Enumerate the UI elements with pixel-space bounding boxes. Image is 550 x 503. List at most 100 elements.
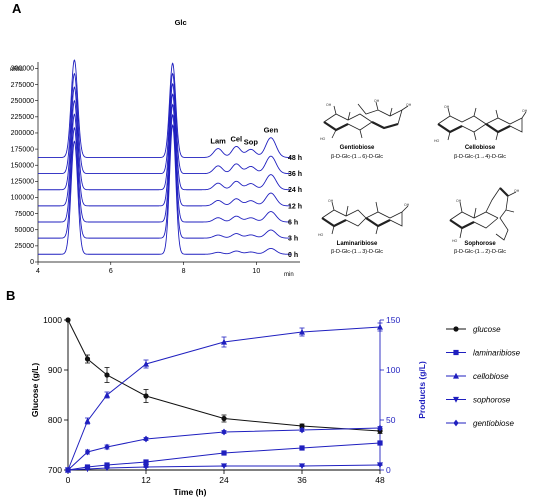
- time-course-panel: 700 800 900 1000 0 50 100 150 0 12 24 36 48 glucose l…: [30, 315, 521, 497]
- legend-marker: [453, 372, 459, 379]
- y-tick-label: 700: [48, 465, 62, 475]
- chromatogram-x-unit: min: [284, 272, 294, 278]
- data-point: [143, 464, 149, 471]
- legend-marker: [453, 349, 459, 356]
- chromatogram-y-tick-label: 175000: [11, 146, 34, 153]
- chromatogram-y-tick-label: 200000: [11, 130, 34, 137]
- y-tick-label: 900: [48, 365, 62, 375]
- chromatogram-panel: 0 25000 50000 75000 100000 125000 150000 175000…: [10, 18, 302, 278]
- data-point: [221, 338, 227, 345]
- series-line: [67, 326, 381, 471]
- cellobiose-label: Cellobiose: [465, 145, 496, 151]
- data-point: [104, 372, 110, 378]
- chromatogram-time-label: 6 h: [288, 220, 298, 227]
- chromatogram-y-axis: 0 25000 50000 75000 100000 125000 150000 175000…: [11, 62, 39, 266]
- laminaribiose-linkage: β-D-Glc-(1→3)-D-Glc: [331, 249, 383, 255]
- data-point: [65, 466, 71, 474]
- chromatogram-time-label: 12 h: [288, 203, 302, 210]
- laminaribiose-structure: OH HO OH: [318, 199, 410, 237]
- data-point: [104, 443, 110, 451]
- data-point: [104, 391, 110, 398]
- data-point: [143, 360, 149, 367]
- data-point: [65, 317, 71, 323]
- data-point: [84, 417, 91, 424]
- panel-letter-b: B: [6, 288, 15, 303]
- data-point: [221, 463, 227, 470]
- x-tick-label: 12: [141, 475, 151, 485]
- svg-text:OH: OH: [326, 103, 332, 107]
- data-point: [84, 466, 91, 473]
- data-point: [143, 459, 149, 465]
- data-point: [84, 448, 91, 456]
- cellobiose-structure: OH HO OH: [434, 105, 528, 143]
- svg-text:OH: OH: [374, 99, 380, 103]
- data-point: [299, 463, 305, 470]
- chromatogram-time-label: 24 h: [288, 187, 302, 194]
- y-tick-label: 1000: [43, 315, 62, 325]
- chromatogram-y-tick-label: 150000: [11, 162, 34, 169]
- chromatogram-y-tick-label: 25000: [15, 243, 35, 250]
- chromatogram-time-label: 48 h: [288, 155, 302, 162]
- time-course-series: [65, 317, 383, 474]
- sophorose-label: Sophorose: [464, 241, 496, 247]
- chromatogram-y-tick-label: 100000: [11, 195, 34, 202]
- legend-label: cellobiose: [473, 372, 509, 381]
- time-course-axes: 700 800 900 1000 0 50 100 150 0 12 24 36 48: [43, 315, 400, 485]
- chromatogram-x-tick-label: 8: [182, 268, 186, 275]
- chromatogram-peak-label: Lam: [210, 137, 226, 146]
- x-tick-label: 24: [219, 475, 229, 485]
- chromatogram-y-tick-label: 250000: [11, 98, 34, 105]
- gentiobiose-linkage: β-D-Glc-(1→6)-D-Glc: [331, 154, 383, 160]
- series-gentiobiose: [65, 424, 383, 474]
- y-axis-label: Glucose (g/L): [30, 363, 40, 417]
- legend-label: sophorose: [473, 396, 511, 405]
- sophorose-linkage: β-D-Glc-(1→2)-D-Glc: [454, 249, 506, 255]
- chromatogram-peak-label: Cel: [230, 134, 242, 143]
- series-sophorose: [65, 462, 383, 474]
- data-point: [104, 462, 110, 468]
- data-point: [221, 428, 227, 436]
- data-point: [143, 435, 149, 443]
- chromatogram-time-label: 36 h: [288, 171, 302, 178]
- svg-text:OH: OH: [456, 199, 462, 203]
- legend-label: gentiobiose: [473, 419, 514, 428]
- legend-label: glucose: [473, 325, 501, 334]
- chromatogram-trace: [38, 72, 291, 175]
- gentiobiose-structure: OH HO OH OH: [320, 99, 412, 141]
- time-course-legend: glucose laminaribiose cellobiose sophorose g…: [446, 325, 521, 428]
- chromatogram-x-tick-label: 6: [109, 268, 113, 275]
- laminaribiose-label: Laminaribiose: [337, 241, 378, 247]
- cellobiose-linkage: β-D-Glc-(1→4)-D-Glc: [454, 154, 506, 160]
- legend-marker: [453, 419, 459, 427]
- sophorose-structure: OH HO OH: [449, 187, 520, 243]
- chromatogram-trace: [38, 82, 291, 191]
- y2-tick-label: 50: [386, 415, 396, 425]
- chromatogram-y-tick-label: 0: [30, 259, 34, 266]
- chromatogram-time-labels: 0 h 3 h 6 h 12 h 24 h 36 h 48 h: [288, 155, 302, 259]
- chromatogram-time-label: 3 h: [288, 236, 298, 243]
- y2-tick-label: 100: [386, 365, 400, 375]
- svg-text:HO: HO: [318, 233, 324, 237]
- chromatogram-x-tick-label: 10: [252, 268, 260, 275]
- svg-text:OH: OH: [444, 105, 450, 109]
- data-point: [143, 393, 149, 399]
- svg-text:OH: OH: [406, 103, 412, 107]
- chromatogram-peak-label: Sop: [244, 137, 259, 146]
- data-point: [221, 450, 227, 456]
- x-axis-label: Time (h): [174, 487, 207, 497]
- chromatogram-y-tick-label: 50000: [15, 227, 35, 234]
- chromatogram-time-label: 0 h: [288, 252, 298, 259]
- chromatogram-y-tick-label: 75000: [15, 211, 35, 218]
- data-point: [104, 465, 110, 472]
- svg-text:HO: HO: [320, 137, 326, 141]
- data-point: [377, 424, 383, 432]
- gentiobiose-label: Gentiobiose: [340, 145, 375, 151]
- chromatogram-trace: [38, 124, 291, 255]
- y2-tick-label: 0: [386, 465, 391, 475]
- legend-marker: [453, 396, 459, 403]
- chromatogram-y-unit: nRIU: [10, 67, 24, 73]
- chromatogram-trace: [38, 93, 291, 207]
- chromatogram-x-tick-label: 4: [36, 268, 40, 275]
- data-point: [84, 356, 91, 362]
